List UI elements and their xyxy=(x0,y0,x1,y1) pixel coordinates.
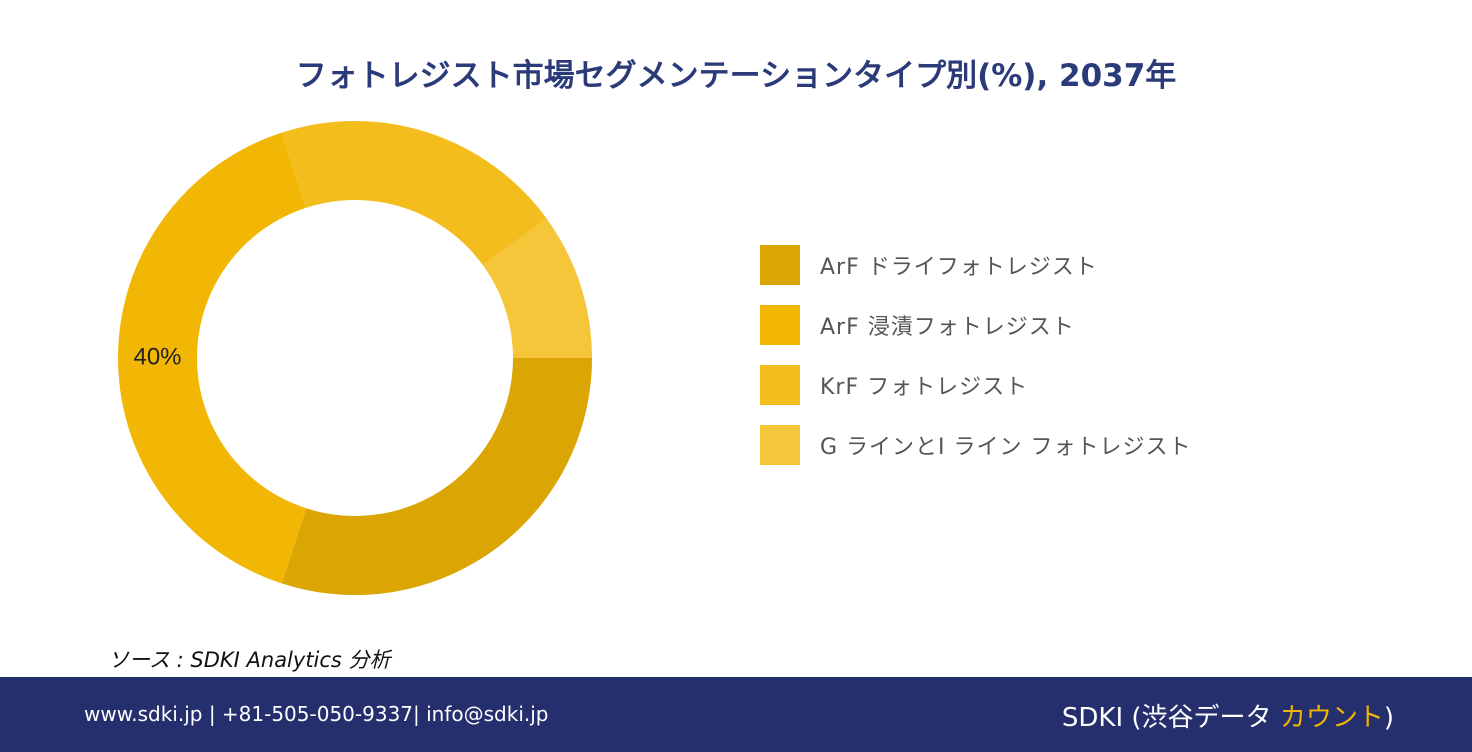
donut-slice xyxy=(281,358,592,595)
legend-item: ArF 浸漬フォトレジスト xyxy=(760,305,1192,345)
brand-main: SDKI (渋谷データ xyxy=(1061,703,1280,733)
legend-swatch xyxy=(760,305,800,345)
donut-chart: 40% xyxy=(118,121,592,595)
legend: ArF ドライフォトレジスト ArF 浸漬フォトレジスト KrF フォトレジスト… xyxy=(760,245,1192,485)
brand-accent: カウント xyxy=(1279,703,1384,733)
source-note: ソース : SDKI Analytics 分析 xyxy=(108,648,391,672)
brand-close: ) xyxy=(1383,703,1394,733)
legend-label: G ラインとI ライン フォトレジスト xyxy=(820,435,1192,460)
chart-title: フォトレジスト市場セグメンテーションタイプ別(%), 2037年 xyxy=(295,58,1177,94)
legend-label: ArF ドライフォトレジスト xyxy=(820,255,1098,280)
brand-logo: SDKI (渋谷データ カウント) xyxy=(1062,697,1394,734)
legend-item: ArF ドライフォトレジスト xyxy=(760,245,1192,285)
legend-label: ArF 浸漬フォトレジスト xyxy=(820,315,1075,340)
legend-label: KrF フォトレジスト xyxy=(820,375,1029,400)
footer-bar: www.sdki.jp | +81-505-050-9337| info@sdk… xyxy=(0,677,1472,752)
legend-swatch xyxy=(760,245,800,285)
donut-slice xyxy=(281,121,547,266)
slice-data-label: 40% xyxy=(133,343,181,370)
donut-slice xyxy=(482,218,592,358)
legend-swatch xyxy=(760,425,800,465)
contact-info: www.sdki.jp | +81-505-050-9337| info@sdk… xyxy=(84,702,549,726)
legend-item: G ラインとI ライン フォトレジスト xyxy=(760,425,1192,465)
donut-slice xyxy=(118,132,307,584)
legend-item: KrF フォトレジスト xyxy=(760,365,1192,405)
legend-swatch xyxy=(760,365,800,405)
